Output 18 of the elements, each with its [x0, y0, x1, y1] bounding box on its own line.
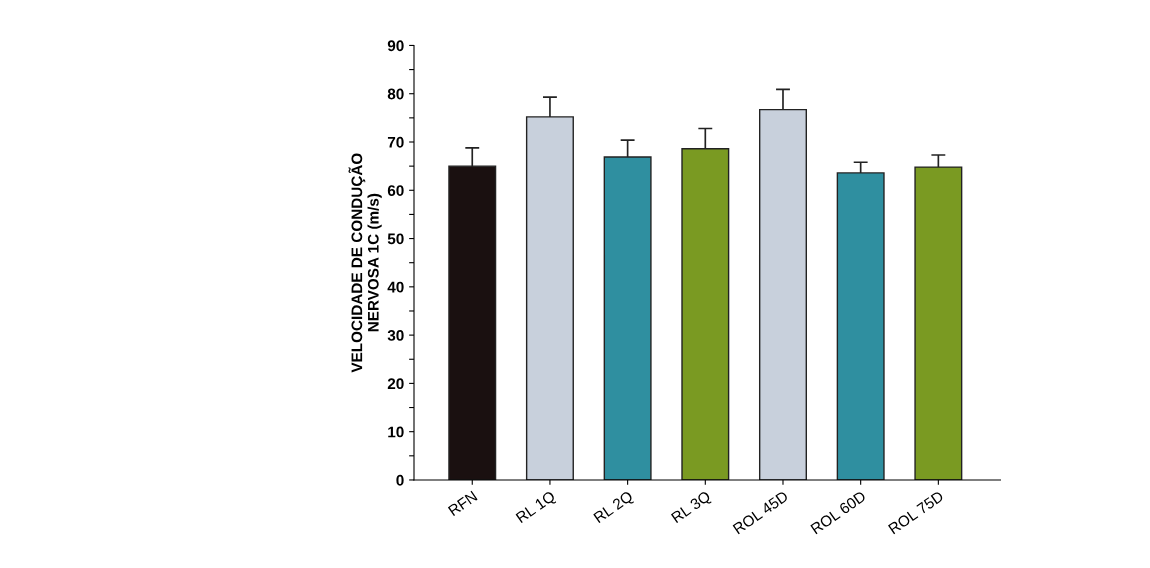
x-tick-label: RL 3Q: [670, 490, 713, 526]
y-tick-label: 90: [387, 40, 404, 52]
y-tick-label: 50: [387, 233, 404, 245]
y-tick-label: 0: [396, 474, 404, 486]
y-tick-label: 60: [387, 185, 404, 196]
y-tick-label: 10: [388, 426, 404, 438]
y-tick-label: 70: [387, 136, 404, 148]
y-tick-label: 80: [387, 88, 404, 100]
x-tick-label: ROL 75D: [887, 490, 945, 535]
x-tick-label: RFN: [447, 490, 478, 517]
x-tick-label: RL 1Q: [515, 490, 558, 526]
y-axis-title: VELOCIDADE DE CONDUÇÃO NERVOSA 1C (m/s): [348, 153, 382, 373]
x-tick-label: ROL 45D: [732, 490, 789, 535]
y-tick-label: 20: [387, 378, 404, 390]
x-tick-label: ROL 60D: [810, 490, 867, 535]
y-tick-label: 40: [387, 281, 404, 293]
y-tick-label: 30: [387, 329, 404, 341]
x-tick-label: RL 2Q: [593, 490, 636, 526]
